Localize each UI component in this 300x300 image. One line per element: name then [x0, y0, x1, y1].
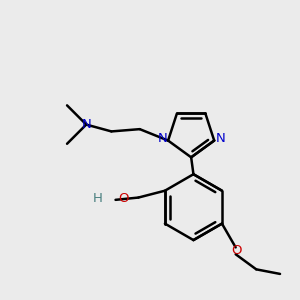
Text: H: H: [93, 192, 103, 206]
Text: N: N: [215, 132, 225, 145]
Text: O: O: [231, 244, 242, 257]
Text: O: O: [118, 192, 129, 206]
Text: N: N: [81, 118, 91, 131]
Text: N: N: [157, 132, 167, 145]
